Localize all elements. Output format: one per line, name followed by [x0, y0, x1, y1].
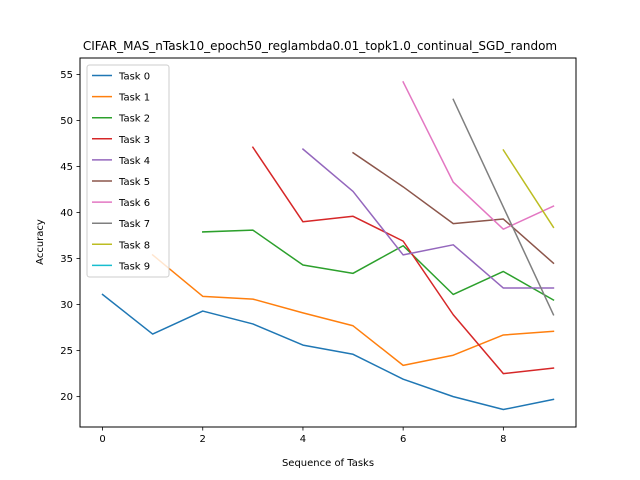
y-tick-label: 45 [60, 162, 73, 173]
legend-label-task-2: Task 2 [118, 114, 150, 125]
series-line-task-2 [201, 229, 555, 302]
legend-label-task-0: Task 0 [118, 72, 150, 83]
x-tick-label: 2 [200, 434, 206, 445]
series-line-task-1 [151, 253, 555, 367]
plot-area-frame [79, 57, 577, 428]
y-tick-label: 25 [60, 346, 73, 357]
series-line-task-7 [452, 98, 555, 316]
series-line-task-4 [301, 148, 555, 289]
x-tick-label: 8 [500, 434, 506, 445]
y-tick-label: 30 [60, 300, 73, 311]
series-line-task-5 [352, 151, 555, 265]
series-line-task-0 [101, 293, 555, 411]
legend-label-task-4: Task 4 [118, 156, 150, 167]
series-line-task-3 [251, 146, 555, 375]
legend-label-task-6: Task 6 [118, 198, 150, 209]
y-tick-label: 20 [60, 392, 73, 403]
y-tick-label: 40 [60, 208, 73, 219]
legend-label-task-9: Task 9 [118, 261, 150, 272]
y-axis-label: Accuracy [35, 219, 46, 265]
series-layer [101, 80, 555, 411]
series-line-task-6 [402, 80, 555, 230]
y-tick-label: 55 [60, 70, 73, 81]
x-tick-label: 4 [300, 434, 306, 445]
legend-label-task-5: Task 5 [118, 177, 150, 188]
y-axis: 20 25 30 35 40 45 50 55 [60, 70, 80, 403]
y-tick-label: 50 [60, 116, 73, 127]
x-tick-label: 6 [400, 434, 406, 445]
series-line-task-8 [502, 148, 555, 229]
legend-label-task-8: Task 8 [118, 240, 150, 251]
legend-label-task-1: Task 1 [118, 93, 150, 104]
x-axis: 0 2 4 6 8 [99, 427, 507, 445]
legend-label-task-3: Task 3 [118, 135, 150, 146]
x-tick-label: 0 [99, 434, 105, 445]
y-tick-label: 35 [60, 254, 73, 265]
legend-label-task-7: Task 7 [118, 219, 150, 230]
legend: Task 0 Task 1 Task 2 Task 3 Task 4 Task 5 Task… [86, 64, 170, 278]
x-axis-label: Sequence of Tasks [282, 458, 374, 469]
chart-title: CIFAR_MAS_nTask10_epoch50_reglambda0.01_… [83, 39, 557, 53]
